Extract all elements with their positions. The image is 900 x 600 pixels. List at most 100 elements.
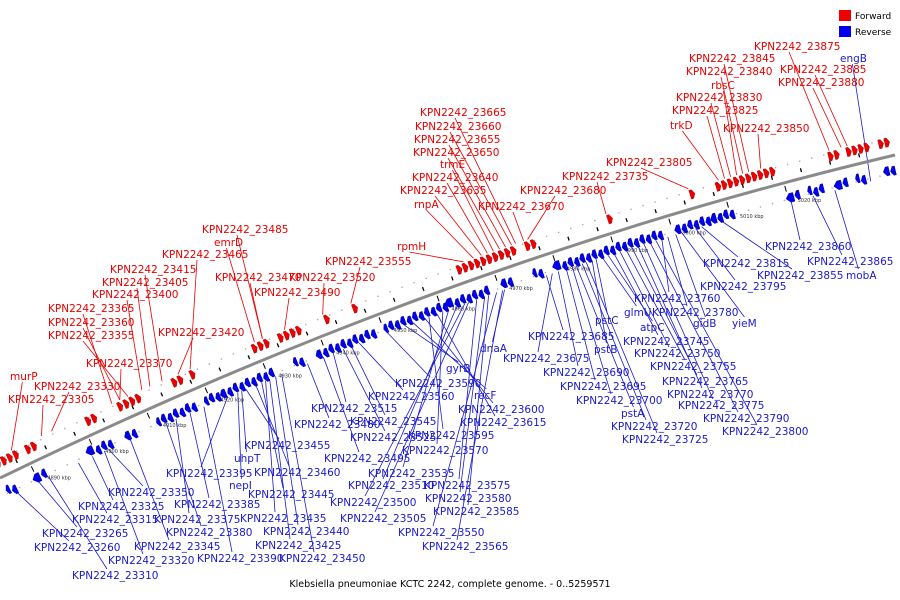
reverse-gene xyxy=(232,382,240,393)
reverse-gene-label: pstC xyxy=(595,315,619,327)
reverse-gene xyxy=(585,253,593,263)
minor-tick xyxy=(509,255,512,261)
reverse-gene xyxy=(251,376,259,387)
track-guide-dot xyxy=(702,186,705,189)
reverse-connector xyxy=(619,251,670,348)
forward-connector xyxy=(723,63,750,172)
tick-mark xyxy=(378,317,382,324)
reverse-gene-label: gyrB xyxy=(446,363,470,375)
forward-gene-label: KPN2242_23405 xyxy=(102,277,188,289)
reverse-connector xyxy=(332,353,347,403)
reverse-gene xyxy=(651,230,658,241)
forward-gene-label: KPN2242_23400 xyxy=(92,289,178,301)
reverse-gene xyxy=(621,241,629,252)
forward-gene-label: KPN2242_23330 xyxy=(34,381,120,393)
forward-gene-label: KPN2242_23360 xyxy=(48,317,134,329)
reverse-gene-label: atpC xyxy=(640,322,665,334)
track-guide-dot xyxy=(76,422,78,424)
reverse-connector xyxy=(812,195,843,256)
reverse-gene-label: nepI xyxy=(229,480,252,492)
track-guide-dot xyxy=(196,368,199,371)
forward-gene xyxy=(714,181,722,192)
track-guide-dot xyxy=(810,157,813,159)
track-guide-dot xyxy=(532,275,535,278)
reverse-gene xyxy=(785,192,796,203)
track-guide-dot xyxy=(100,411,102,413)
tick-mark xyxy=(204,387,209,394)
forward-connector xyxy=(284,297,290,330)
forward-gene-label: KPN2242_23555 xyxy=(325,256,411,268)
reverse-gene-label: KPN2242_23325 xyxy=(78,501,164,513)
tick-label: 5020 kbp xyxy=(798,198,822,204)
reverse-connector xyxy=(591,260,607,344)
reverse-connector xyxy=(601,256,637,307)
reverse-connector xyxy=(643,243,714,400)
reverse-connector xyxy=(467,295,489,506)
reverse-gene xyxy=(794,189,802,200)
forward-gene xyxy=(473,258,481,269)
reverse-connector xyxy=(492,289,505,343)
reverse-connector xyxy=(681,232,745,318)
forward-connector xyxy=(788,51,830,151)
minor-tick xyxy=(276,343,280,348)
forward-connector xyxy=(177,337,194,375)
reverse-gene-label: KPN2242_23450 xyxy=(279,553,365,565)
reverse-gene xyxy=(370,329,378,339)
reverse-gene xyxy=(227,386,235,397)
forward-gene-label: murP xyxy=(10,371,38,383)
reverse-connector xyxy=(364,303,466,497)
forward-gene xyxy=(857,144,864,154)
reverse-gene xyxy=(693,219,701,230)
forward-gene-label: KPN2242_23670 xyxy=(478,201,564,213)
reverse-gene-label: KPN2242_23725 xyxy=(622,434,708,446)
reverse-connector xyxy=(546,275,564,331)
legend: Forward Reverse xyxy=(839,10,892,38)
reverse-connector xyxy=(78,462,108,514)
track-guide-dot xyxy=(208,363,211,365)
reverse-gene xyxy=(687,219,694,230)
minor-tick xyxy=(334,319,338,325)
forward-gene xyxy=(720,180,728,190)
tick-mark xyxy=(30,466,35,472)
tick-mark xyxy=(726,201,729,208)
legend-forward-swatch xyxy=(839,10,851,21)
forward-gene xyxy=(250,343,258,354)
reverse-gene-label: KPN2242_23580 xyxy=(425,493,511,505)
track-guide-dot xyxy=(54,469,56,472)
forward-gene xyxy=(29,441,37,452)
reverse-gene-label: KPN2242_23695 xyxy=(560,381,646,393)
reverse-gene xyxy=(627,237,634,248)
track-guide-dot xyxy=(220,358,223,360)
track-guide-dot xyxy=(40,438,42,441)
reverse-gene xyxy=(220,388,228,399)
reverse-gene xyxy=(842,177,849,188)
reverse-gene xyxy=(41,468,49,479)
track-guide-dot xyxy=(666,197,668,200)
track-guide-dot xyxy=(150,425,152,428)
reverse-gene xyxy=(315,349,324,360)
reverse-gene xyxy=(609,245,617,256)
forward-connector xyxy=(706,115,725,179)
reverse-connector xyxy=(342,349,386,432)
reverse-gene-label: KPN2242_23615 xyxy=(460,417,546,429)
backbone-line xyxy=(0,153,896,480)
track-guide-dot xyxy=(521,243,524,246)
track-guide-dot xyxy=(630,208,632,211)
reverse-connector xyxy=(428,316,444,430)
reverse-connector xyxy=(721,220,793,270)
reverse-gene xyxy=(423,306,431,317)
minor-tick xyxy=(102,418,106,423)
gene-features xyxy=(0,137,897,495)
minor-tick xyxy=(857,153,861,158)
forward-connector xyxy=(640,167,689,190)
reverse-gene xyxy=(204,396,211,406)
forward-connector xyxy=(322,282,325,315)
track-guide-dot xyxy=(759,206,762,208)
forward-gene-label: KPN2242_23635 xyxy=(400,185,486,197)
reverse-gene-label: KPN2242_23350 xyxy=(108,487,194,499)
reverse-gene xyxy=(459,293,467,304)
track-guide-dot xyxy=(594,219,596,222)
reverse-gene xyxy=(184,403,192,413)
reverse-gene-label: KPN2242_23795 xyxy=(700,281,786,293)
reverse-gene xyxy=(657,230,665,241)
